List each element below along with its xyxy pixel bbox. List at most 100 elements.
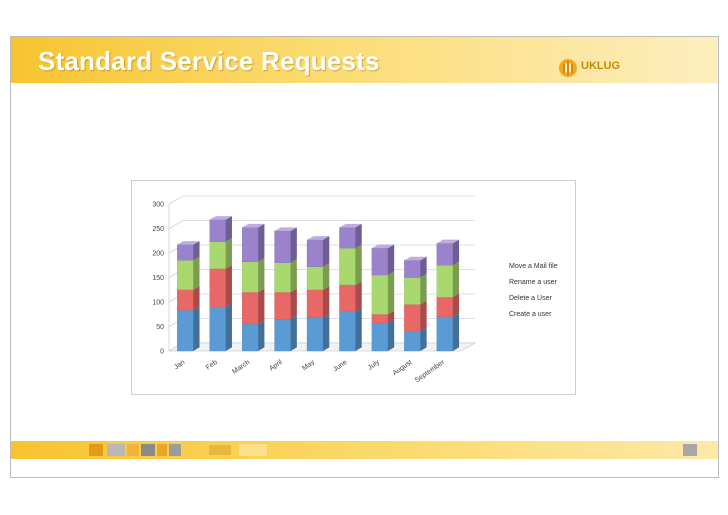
bar-segment-side bbox=[193, 306, 200, 351]
x-tick-label: August bbox=[392, 359, 414, 377]
bar-segment-side bbox=[193, 256, 200, 290]
bar-segment bbox=[371, 274, 389, 315]
gridline-side bbox=[168, 195, 184, 205]
bar-segment bbox=[274, 318, 291, 352]
bar-segment-side bbox=[323, 314, 330, 351]
bar-segment bbox=[371, 322, 389, 352]
bar-segment-side bbox=[290, 288, 297, 320]
bar-segment-side bbox=[323, 286, 330, 318]
bar-segment-side bbox=[355, 281, 362, 312]
title-bar: Standard Service Requests UKLUG bbox=[11, 37, 718, 83]
bar-top bbox=[339, 223, 362, 228]
x-tick-label: July bbox=[367, 359, 382, 372]
bar-segment-side bbox=[420, 327, 427, 351]
x-tick-label: Feb bbox=[205, 359, 219, 372]
x-tick-label: April bbox=[268, 359, 284, 373]
bar-segment bbox=[209, 268, 226, 308]
x-tick-label: March bbox=[231, 359, 251, 376]
bar-segment-side bbox=[258, 258, 265, 293]
bar-segment-side bbox=[258, 320, 265, 351]
bar-segment bbox=[177, 260, 194, 290]
x-tick-label: May bbox=[301, 359, 316, 373]
chart-container: 0 50 100 150 200 250 300 Jan Feb March April May Jun… bbox=[131, 180, 576, 395]
bar-segment-side bbox=[323, 263, 330, 290]
bar-segment bbox=[241, 323, 259, 352]
bar-top bbox=[404, 256, 427, 261]
slide-title: Standard Service Requests bbox=[38, 46, 380, 76]
bar-segment bbox=[274, 292, 291, 320]
bar-segment bbox=[436, 265, 453, 298]
bar-top bbox=[436, 239, 460, 244]
bar-segment bbox=[306, 317, 324, 352]
bar-top bbox=[209, 216, 232, 220]
bar-segment bbox=[241, 227, 259, 262]
sunburst-icon bbox=[559, 59, 577, 77]
y-tick-label: 300 bbox=[152, 202, 164, 209]
y-tick-label: 200 bbox=[152, 251, 164, 258]
bar-segment-side bbox=[225, 265, 232, 307]
bar-segment-side bbox=[290, 227, 297, 263]
x-tick-label: Jan bbox=[173, 359, 186, 371]
bar-segment bbox=[404, 331, 421, 352]
bar-segment-side bbox=[452, 239, 460, 266]
bar-segment bbox=[371, 247, 389, 276]
slide: Standard Service Requests UKLUG 0 50 100 15… bbox=[10, 36, 719, 478]
x-tick-label: June bbox=[332, 359, 349, 374]
bar-segment bbox=[306, 289, 324, 318]
bar-segment-side bbox=[355, 308, 362, 351]
bar-segment-side bbox=[355, 223, 362, 249]
bar-segment bbox=[177, 244, 194, 261]
bar-segment-side bbox=[420, 300, 427, 332]
gridline-side bbox=[168, 220, 184, 229]
bar-segment bbox=[371, 314, 389, 324]
bar-segment bbox=[209, 306, 226, 352]
bar-segment bbox=[209, 241, 226, 269]
bar-segment-side bbox=[225, 303, 232, 351]
bar-segment bbox=[177, 310, 194, 352]
bar-top bbox=[371, 244, 395, 249]
bar-segment bbox=[436, 243, 453, 266]
uklug-logo: UKLUG bbox=[557, 57, 667, 83]
bar-segment bbox=[339, 227, 356, 249]
bar-segment-side bbox=[258, 288, 265, 325]
bar-segment-side bbox=[452, 261, 460, 298]
y-tick-label: 100 bbox=[152, 300, 164, 307]
bar-segment bbox=[306, 239, 324, 267]
bar-top bbox=[242, 223, 265, 228]
x-tick-label: September bbox=[414, 359, 447, 385]
legend-label: Delete a User bbox=[509, 295, 552, 302]
bar-segment bbox=[306, 266, 324, 290]
legend-label: Move a Mail file bbox=[509, 263, 558, 270]
y-tick-label: 50 bbox=[156, 324, 164, 331]
bar-segment-side bbox=[387, 271, 395, 315]
bar-top bbox=[177, 241, 200, 245]
bar-segment-side bbox=[452, 313, 460, 351]
bar-top bbox=[274, 227, 297, 231]
legend-label: Create a user bbox=[509, 311, 552, 318]
bar-segment-side bbox=[193, 241, 200, 261]
bar-segment-side bbox=[387, 319, 395, 351]
footer-decoration bbox=[89, 444, 697, 456]
bar-segment bbox=[436, 316, 453, 352]
bar-top bbox=[307, 236, 330, 240]
bar-segment bbox=[339, 311, 356, 352]
bar-segment-side bbox=[387, 244, 395, 276]
bar-segment bbox=[436, 296, 453, 317]
footer-bar bbox=[11, 441, 718, 459]
y-tick-label: 250 bbox=[152, 226, 164, 233]
bar-segment bbox=[339, 247, 356, 285]
bar-segment-side bbox=[290, 315, 297, 351]
bar-segment bbox=[241, 292, 259, 325]
bar-segment bbox=[339, 284, 356, 312]
bar-segment-side bbox=[258, 223, 265, 262]
bar-segment-side bbox=[323, 236, 330, 267]
bar-segment-side bbox=[420, 256, 427, 278]
bar-segment-side bbox=[290, 259, 297, 293]
bar-segment bbox=[404, 277, 421, 305]
y-tick-label: 150 bbox=[152, 275, 164, 282]
stacked-bar-chart: 0 50 100 150 200 250 300 Jan Feb March April May Jun… bbox=[152, 195, 558, 385]
bar-segment-side bbox=[452, 293, 460, 317]
bar-segment-side bbox=[225, 238, 232, 269]
bar-segment bbox=[274, 230, 291, 263]
bar-segment-side bbox=[193, 286, 200, 311]
